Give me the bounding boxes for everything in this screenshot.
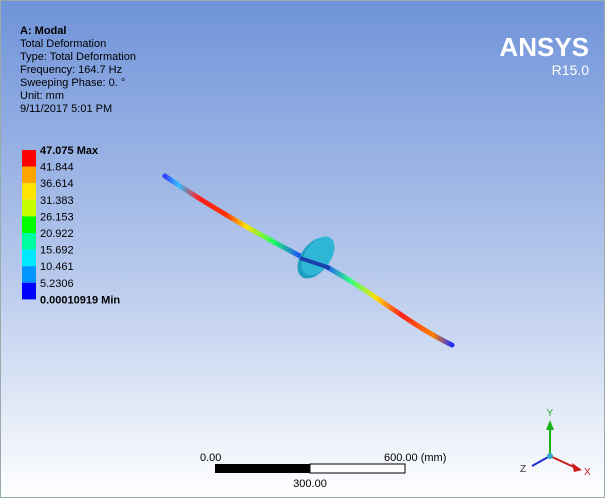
viewport: A: Modal Total Deformation Type: Total D…	[0, 0, 605, 498]
header-line: Sweeping Phase: 0. °	[20, 77, 125, 89]
scale-end: 600.00 (mm)	[384, 452, 446, 464]
origin	[547, 453, 553, 459]
header-line: Frequency: 164.7 Hz	[20, 64, 122, 76]
scale-middle: 300.00	[293, 478, 327, 490]
legend-label: 36.614	[40, 178, 74, 190]
legend-swatch	[22, 250, 36, 267]
legend-label: 47.075 Max	[40, 145, 99, 157]
label-z: Z	[520, 464, 526, 475]
label-x: X	[584, 467, 591, 478]
legend-label: 15.692	[40, 245, 74, 257]
legend-label: 0.00010919 Min	[40, 294, 120, 306]
scale-start: 0.00	[200, 452, 221, 464]
legend-swatch	[22, 233, 36, 250]
scale-black	[215, 464, 310, 473]
legend-swatch	[22, 283, 36, 300]
label-y: Y	[547, 408, 554, 419]
legend-swatch	[22, 183, 36, 200]
legend-swatch	[22, 216, 36, 233]
header-line: Unit: mm	[20, 90, 64, 102]
legend-swatch	[22, 200, 36, 217]
scale-white	[310, 464, 405, 473]
header-line: Type: Total Deformation	[20, 51, 136, 63]
legend-label: 20.922	[40, 228, 74, 240]
legend-label: 10.461	[40, 261, 74, 273]
legend-swatch	[22, 150, 36, 167]
logo-name: ANSYS	[499, 32, 589, 62]
logo-version: R15.0	[552, 62, 590, 78]
header-line: Total Deformation	[20, 38, 106, 50]
legend-swatch	[22, 167, 36, 184]
legend-label: 41.844	[40, 162, 74, 174]
header-line: 9/11/2017 5:01 PM	[20, 103, 112, 115]
legend-label: 5.2306	[40, 278, 74, 290]
legend-label: 26.153	[40, 211, 74, 223]
legend-label: 31.383	[40, 195, 74, 207]
header-title: A: Modal	[20, 25, 66, 37]
legend-swatch	[22, 266, 36, 283]
